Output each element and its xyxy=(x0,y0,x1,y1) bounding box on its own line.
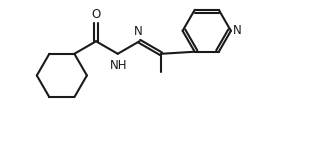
Text: N: N xyxy=(133,25,142,38)
Text: O: O xyxy=(91,8,101,21)
Text: N: N xyxy=(233,24,242,37)
Text: NH: NH xyxy=(110,59,127,72)
